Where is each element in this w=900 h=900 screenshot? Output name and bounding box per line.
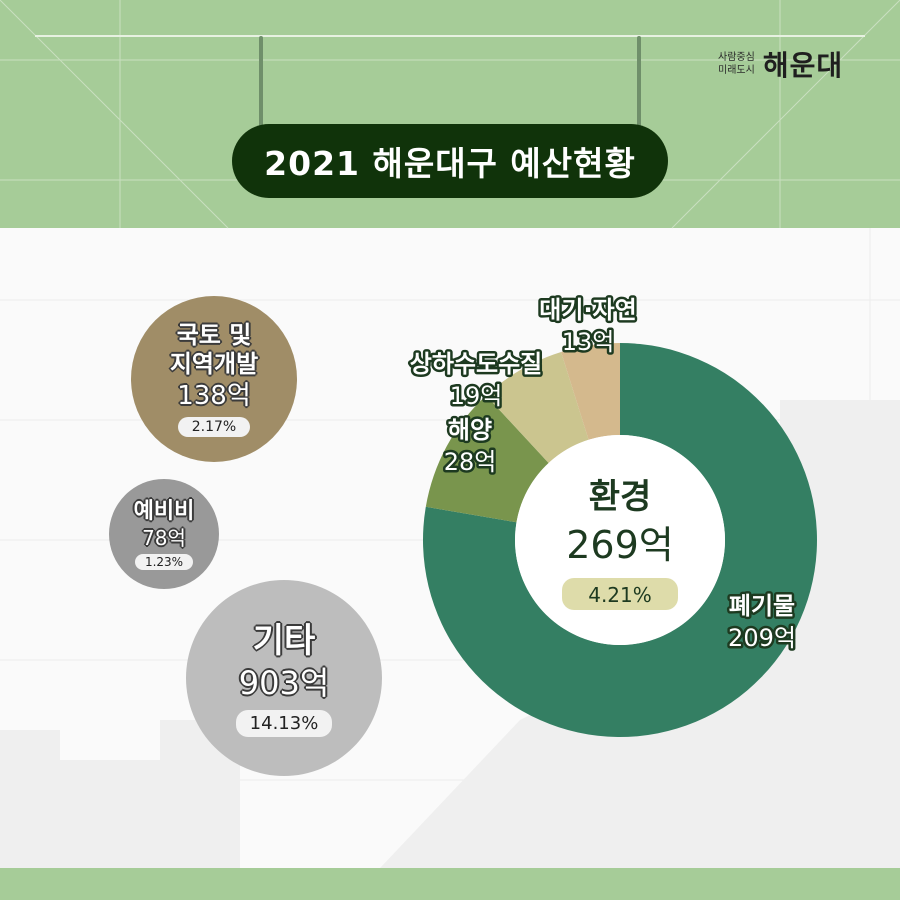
bubble-label: 예비비	[133, 498, 195, 524]
footer-band	[0, 868, 900, 900]
page-title: 2021 해운대구 예산현황	[232, 124, 668, 198]
bubble-percent: 1.23%	[134, 553, 194, 570]
logo-slogan-line1: 사람중심	[718, 52, 755, 63]
center-percent-badge	[562, 578, 678, 610]
logo-slogan: 사람중심 미래도시	[718, 51, 755, 77]
label-waste-name: 폐기물	[729, 592, 795, 620]
slice-air-nature	[561, 343, 620, 440]
bubble-label-line2: 지역개발	[169, 350, 259, 378]
center-percent: 4.21%	[588, 583, 652, 607]
logo-slogan-line2: 미래도시	[718, 65, 755, 76]
title-hanger-right	[637, 36, 641, 132]
center-label: 환경	[589, 477, 652, 517]
label-air-nature-value: 13억	[562, 328, 615, 356]
center-amount: 269억	[566, 523, 674, 567]
logo-wordmark: 해운대	[762, 49, 844, 82]
label-ocean-name: 해양	[448, 416, 492, 444]
bubble-amount: 903억	[238, 663, 330, 702]
title-hanger-left	[259, 36, 263, 132]
frame-line	[35, 35, 865, 37]
bubble-percent: 2.17%	[177, 417, 251, 437]
slice-waste	[423, 343, 818, 737]
label-waste-value: 209억	[728, 624, 796, 652]
label-ocean-value: 28억	[444, 448, 497, 476]
bubble-percent: 14.13%	[235, 709, 333, 737]
label-water-quality-name: 상하수도수질	[410, 350, 542, 378]
bubble-amount: 78억	[142, 525, 186, 550]
bubble-reserve: 예비비 78억 1.23%	[109, 479, 219, 589]
label-water-quality-value: 19억	[450, 382, 503, 410]
slice-water-quality	[486, 352, 589, 463]
bubble-other: 기타 903억 14.13%	[186, 580, 382, 776]
bubble-land-development: 국토 및 지역개발 138억 2.17%	[131, 296, 297, 462]
slice-ocean	[425, 395, 549, 523]
logo: 사람중심 미래도시 해운대	[718, 44, 843, 84]
label-air-nature-name: 대기·자연	[539, 296, 636, 324]
bubble-amount: 138억	[177, 381, 251, 411]
bubble-label: 기타	[252, 620, 316, 661]
bubble-label-line1: 국토 및	[176, 321, 252, 349]
